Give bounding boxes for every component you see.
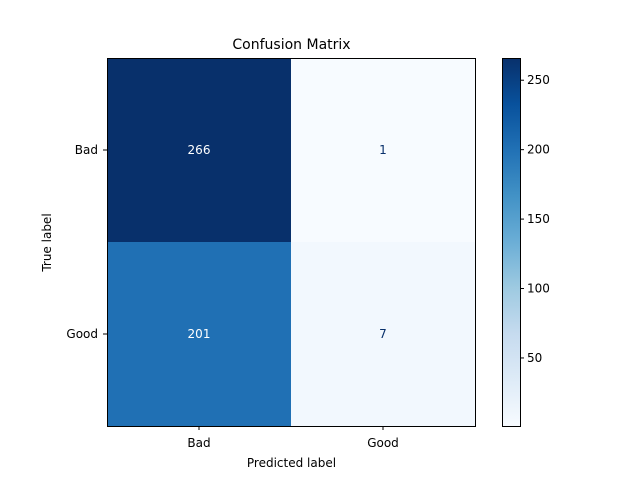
cell-value-label: 1 xyxy=(379,143,387,157)
colorbar-tick-label: 100 xyxy=(527,282,550,296)
heatmap-cell xyxy=(291,242,475,426)
x-tick-label: Good xyxy=(367,436,399,450)
y-tick-label: Bad xyxy=(75,143,98,157)
colorbar-ticks: 50 100 150 200 250 xyxy=(520,73,550,365)
heatmap-cell-labels: 266 1 201 7 xyxy=(188,143,387,341)
colorbar xyxy=(502,58,520,426)
heatmap-cells xyxy=(107,58,475,426)
colorbar-tick-label: 150 xyxy=(527,212,550,226)
heatmap-cell xyxy=(107,58,291,242)
x-axis-ticks: Bad Good xyxy=(187,426,399,450)
heatmap-cell xyxy=(107,242,291,426)
colorbar-tick-label: 250 xyxy=(527,73,550,87)
cell-value-label: 201 xyxy=(188,327,211,341)
colorbar-frame xyxy=(502,58,521,427)
colorbar-tick-label: 200 xyxy=(527,143,550,157)
plot-frame xyxy=(107,58,476,427)
cell-value-label: 7 xyxy=(379,327,387,341)
y-axis-ticks: Bad Good xyxy=(66,143,107,341)
y-tick-label: Good xyxy=(66,327,98,341)
y-axis-label: True label xyxy=(40,213,54,272)
heatmap-cell xyxy=(291,58,475,242)
cell-value-label: 266 xyxy=(188,143,211,157)
x-tick-label: Bad xyxy=(187,436,210,450)
chart-title: Confusion Matrix xyxy=(232,37,350,53)
colorbar-tick-label: 50 xyxy=(527,351,542,365)
x-axis-label: Predicted label xyxy=(247,456,336,470)
